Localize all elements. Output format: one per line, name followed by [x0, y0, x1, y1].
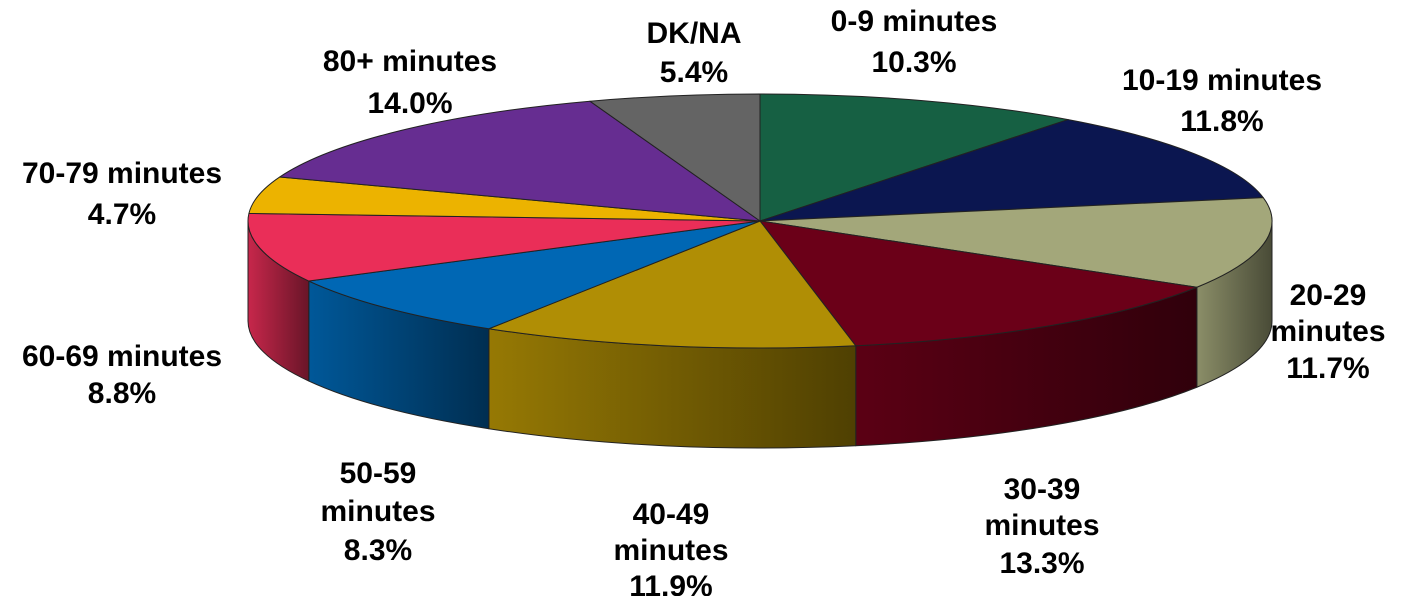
slice-20-29-minutes [759, 197, 1273, 288]
slice-label-range: 50-59 [340, 457, 417, 490]
slice-label-range: 40-49 [633, 498, 710, 531]
slice-label-70-79-minutes: 70-79 minutes 4.7% [22, 157, 222, 231]
slice-label-unit: minutes [320, 495, 435, 528]
slice-value-label: 8.8% [88, 377, 156, 410]
slice-value-label: 11.8% [1180, 105, 1263, 138]
slice-label-text: 70-79 minutes [22, 157, 222, 190]
slice-label-10-19-minutes: 10-19 minutes 11.8% [1122, 64, 1322, 138]
slice-0-9-minutes [759, 93, 1069, 222]
slice-40-49-minutes [488, 220, 857, 349]
pie-top-faces [247, 93, 1273, 349]
slice-label-80plus-minutes: 80+ minutes 14.0% [323, 45, 497, 120]
slice-value-label: 11.9% [629, 570, 712, 596]
slice-dk-na [589, 93, 761, 222]
slice-label-60-69-minutes: 60-69 minutes 8.8% [22, 340, 222, 410]
slice-60-69-minutes [247, 212, 761, 282]
slice-label-text: 80+ minutes [323, 45, 497, 78]
slice-50-59-minutes [308, 220, 761, 330]
slice-10-19-minutes [759, 119, 1264, 222]
slice-value-label: 13.3% [999, 547, 1084, 580]
slice-label-range: 30-39 [1004, 473, 1081, 506]
slice-label-unit: minutes [1270, 315, 1385, 348]
slice-value-label: 11.7% [1286, 352, 1369, 385]
slice-value-label: 8.3% [344, 534, 412, 567]
slice-30-39-minutes [759, 220, 1198, 347]
slice-label-text: DK/NA [647, 17, 742, 50]
slice-label-50-59-minutes: 50-59 minutes 8.3% [320, 457, 435, 567]
slice-value-label: 4.7% [88, 198, 156, 231]
slice-value-label: 10.3% [871, 46, 956, 79]
slice-value-label: 14.0% [367, 87, 452, 120]
slice-70-79-minutes [248, 176, 761, 222]
slice-label-dk-na: DK/NA 5.4% [647, 17, 742, 89]
slice-label-text: 10-19 minutes [1122, 64, 1322, 97]
slice-label-0-9-minutes: 0-9 minutes 10.3% [831, 5, 998, 79]
slice-value-label: 5.4% [660, 56, 728, 89]
slice-label-unit: minutes [984, 509, 1099, 542]
slice-label-unit: minutes [613, 534, 728, 567]
slice-80plus-minutes [279, 100, 761, 222]
slice-label-range: 20-29 [1290, 279, 1367, 312]
slice-label-text: 0-9 minutes [831, 5, 998, 38]
pie-sides [247, 220, 1273, 449]
slice-label-text: 60-69 minutes [22, 340, 222, 373]
